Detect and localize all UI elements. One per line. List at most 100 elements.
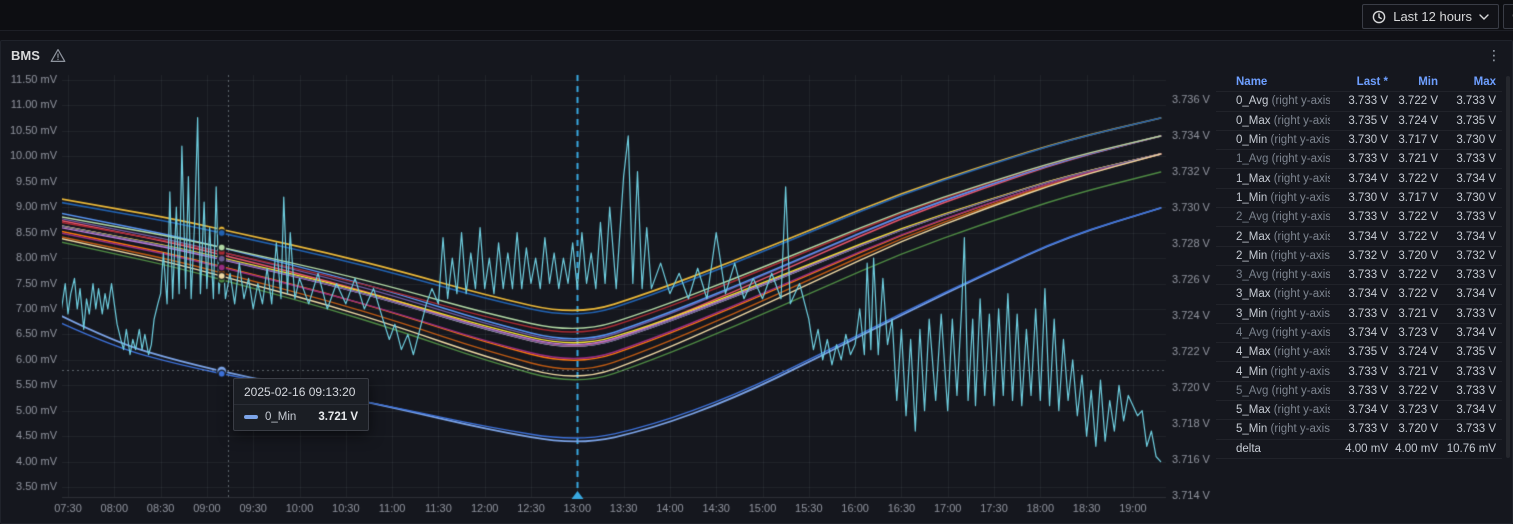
- legend-header-max[interactable]: Max: [1473, 76, 1496, 89]
- legend-header-name[interactable]: Name: [1236, 76, 1268, 89]
- tooltip-series-swatch: [244, 415, 258, 419]
- series-min-value: 3.720 V: [1398, 423, 1438, 436]
- series-name[interactable]: 0_Min (right y-axis): [1236, 134, 1330, 147]
- legend-row[interactable]: delta 4.00 mV 4.00 mV 10.76 mV: [1216, 440, 1502, 459]
- series-name[interactable]: 4_Avg (right y-axis): [1236, 327, 1330, 339]
- legend-table: Name Last * Min Max 0_Avg (right y-axis) 3.73…: [1216, 73, 1502, 459]
- tooltip-series-name: 0_Min: [265, 411, 297, 423]
- series-max-value: 3.734 V: [1456, 404, 1496, 417]
- legend-row[interactable]: 0_Min (right y-axis) 3.730 V 3.717 V 3.730 …: [1216, 131, 1502, 151]
- series-min-value: 3.722 V: [1398, 172, 1438, 185]
- legend-row[interactable]: 5_Max (right y-axis) 3.734 V 3.723 V 3.734 …: [1216, 401, 1502, 421]
- series-min-value: 3.721 V: [1398, 365, 1438, 378]
- series-name[interactable]: 0_Max (right y-axis): [1236, 114, 1330, 127]
- legend-scrollbar[interactable]: [1506, 76, 1510, 458]
- series-last-value: 3.735 V: [1348, 114, 1388, 127]
- series-last-value: 3.733 V: [1348, 211, 1388, 224]
- time-range-picker[interactable]: Last 12 hours: [1362, 4, 1499, 29]
- zoom-out-button[interactable]: [1503, 4, 1513, 29]
- series-max-value: 3.733 V: [1456, 211, 1496, 224]
- series-name[interactable]: 4_Min (right y-axis): [1236, 365, 1330, 378]
- series-name[interactable]: 2_Max (right y-axis): [1236, 230, 1330, 243]
- series-last-value: 3.732 V: [1348, 249, 1388, 262]
- series-max-value: 3.732 V: [1456, 249, 1496, 262]
- tooltip-timestamp: 2025-02-16 09:13:20: [234, 379, 368, 405]
- legend-row[interactable]: 4_Max (right y-axis) 3.735 V 3.724 V 3.735 …: [1216, 343, 1502, 363]
- legend-row[interactable]: 2_Avg (right y-axis) 3.733 V 3.722 V 3.733 …: [1216, 208, 1502, 228]
- series-name[interactable]: 5_Avg (right y-axis): [1236, 384, 1330, 397]
- series-last-value: 3.730 V: [1348, 191, 1388, 204]
- series-name[interactable]: 3_Max (right y-axis): [1236, 288, 1330, 301]
- series-max-value: 3.734 V: [1456, 172, 1496, 185]
- series-name[interactable]: 2_Avg (right y-axis): [1236, 211, 1330, 224]
- series-name[interactable]: 3_Avg (right y-axis): [1236, 269, 1330, 282]
- series-min-value: 3.722 V: [1398, 288, 1438, 301]
- series-name[interactable]: 4_Max (right y-axis): [1236, 346, 1330, 359]
- legend-row[interactable]: 3_Max (right y-axis) 3.734 V 3.722 V 3.734 …: [1216, 285, 1502, 305]
- series-max-value: 3.733 V: [1456, 384, 1496, 397]
- series-name[interactable]: 5_Min (right y-axis): [1236, 423, 1330, 436]
- series-max-value: 3.735 V: [1456, 114, 1496, 127]
- legend-row[interactable]: 1_Min (right y-axis) 3.730 V 3.717 V 3.730 …: [1216, 189, 1502, 209]
- series-min-value: 3.722 V: [1398, 269, 1438, 282]
- series-last-value: 3.734 V: [1348, 404, 1388, 417]
- legend-row[interactable]: 2_Min (right y-axis) 3.732 V 3.720 V 3.732 …: [1216, 247, 1502, 266]
- series-last-value: 3.734 V: [1348, 288, 1388, 301]
- series-last-value: 3.733 V: [1348, 153, 1388, 166]
- series-name[interactable]: 0_Avg (right y-axis): [1236, 95, 1330, 108]
- legend-row[interactable]: 5_Min (right y-axis) 3.733 V 3.720 V 3.733 …: [1216, 420, 1502, 440]
- tooltip-series-row: 0_Min 3.721 V: [234, 405, 368, 430]
- series-last-value: 3.734 V: [1348, 230, 1388, 243]
- series-name[interactable]: delta: [1236, 442, 1261, 455]
- series-name[interactable]: 2_Min (right y-axis): [1236, 249, 1330, 262]
- series-min-value: 3.724 V: [1398, 114, 1438, 127]
- series-max-value: 3.730 V: [1456, 191, 1496, 204]
- series-max-value: 3.734 V: [1456, 327, 1496, 339]
- series-min-value: 3.721 V: [1398, 307, 1438, 320]
- legend-row[interactable]: 4_Min (right y-axis) 3.733 V 3.721 V 3.733 …: [1216, 362, 1502, 382]
- series-max-value: 3.733 V: [1456, 307, 1496, 320]
- legend-header-last[interactable]: Last *: [1356, 76, 1388, 89]
- series-min-value: 3.722 V: [1398, 211, 1438, 224]
- time-range-label: Last 12 hours: [1393, 9, 1472, 24]
- series-name[interactable]: 1_Min (right y-axis): [1236, 191, 1330, 204]
- top-bar: Last 12 hours: [0, 0, 1513, 31]
- series-last-value: 3.733 V: [1348, 365, 1388, 378]
- series-max-value: 3.730 V: [1456, 134, 1496, 147]
- series-min-value: 3.721 V: [1398, 153, 1438, 166]
- series-min-value: 3.723 V: [1398, 404, 1438, 417]
- series-max-value: 3.734 V: [1456, 288, 1496, 301]
- legend-row[interactable]: 1_Max (right y-axis) 3.734 V 3.722 V 3.734 …: [1216, 169, 1502, 189]
- series-min-value: 3.722 V: [1398, 95, 1438, 108]
- series-max-value: 3.733 V: [1456, 365, 1496, 378]
- series-last-value: 3.734 V: [1348, 172, 1388, 185]
- series-max-value: 10.76 mV: [1446, 442, 1496, 455]
- series-name[interactable]: 1_Max (right y-axis): [1236, 172, 1330, 185]
- legend-row[interactable]: 0_Max (right y-axis) 3.735 V 3.724 V 3.735 …: [1216, 112, 1502, 131]
- legend-row[interactable]: 3_Min (right y-axis) 3.733 V 3.721 V 3.733 …: [1216, 305, 1502, 324]
- series-name[interactable]: 3_Min (right y-axis): [1236, 307, 1330, 320]
- legend-header-min[interactable]: Min: [1418, 76, 1438, 89]
- series-max-value: 3.733 V: [1456, 423, 1496, 436]
- series-max-value: 3.735 V: [1456, 346, 1496, 359]
- legend-row[interactable]: 5_Avg (right y-axis) 3.733 V 3.722 V 3.733 …: [1216, 382, 1502, 402]
- series-name[interactable]: 5_Max (right y-axis): [1236, 404, 1330, 417]
- series-min-value: 3.717 V: [1398, 191, 1438, 204]
- series-last-value: 3.733 V: [1348, 423, 1388, 436]
- chart-tooltip: 2025-02-16 09:13:20 0_Min 3.721 V: [233, 378, 369, 431]
- series-min-value: 3.717 V: [1398, 134, 1438, 147]
- legend-row[interactable]: 0_Avg (right y-axis) 3.733 V 3.722 V 3.733 …: [1216, 92, 1502, 112]
- series-last-value: 3.734 V: [1348, 327, 1388, 339]
- series-max-value: 3.734 V: [1456, 230, 1496, 243]
- series-name[interactable]: 1_Avg (right y-axis): [1236, 153, 1330, 166]
- series-max-value: 3.733 V: [1456, 95, 1496, 108]
- legend-row[interactable]: 1_Avg (right y-axis) 3.733 V 3.721 V 3.733 …: [1216, 150, 1502, 170]
- time-controls: Last 12 hours: [1362, 4, 1513, 29]
- legend-row[interactable]: 2_Max (right y-axis) 3.734 V 3.722 V 3.734 …: [1216, 227, 1502, 247]
- series-min-value: 3.723 V: [1398, 327, 1438, 339]
- series-last-value: 3.735 V: [1348, 346, 1388, 359]
- legend-row[interactable]: 3_Avg (right y-axis) 3.733 V 3.722 V 3.733 …: [1216, 266, 1502, 286]
- series-last-value: 3.730 V: [1348, 134, 1388, 147]
- legend-row[interactable]: 4_Avg (right y-axis) 3.734 V 3.723 V 3.734 …: [1216, 324, 1502, 344]
